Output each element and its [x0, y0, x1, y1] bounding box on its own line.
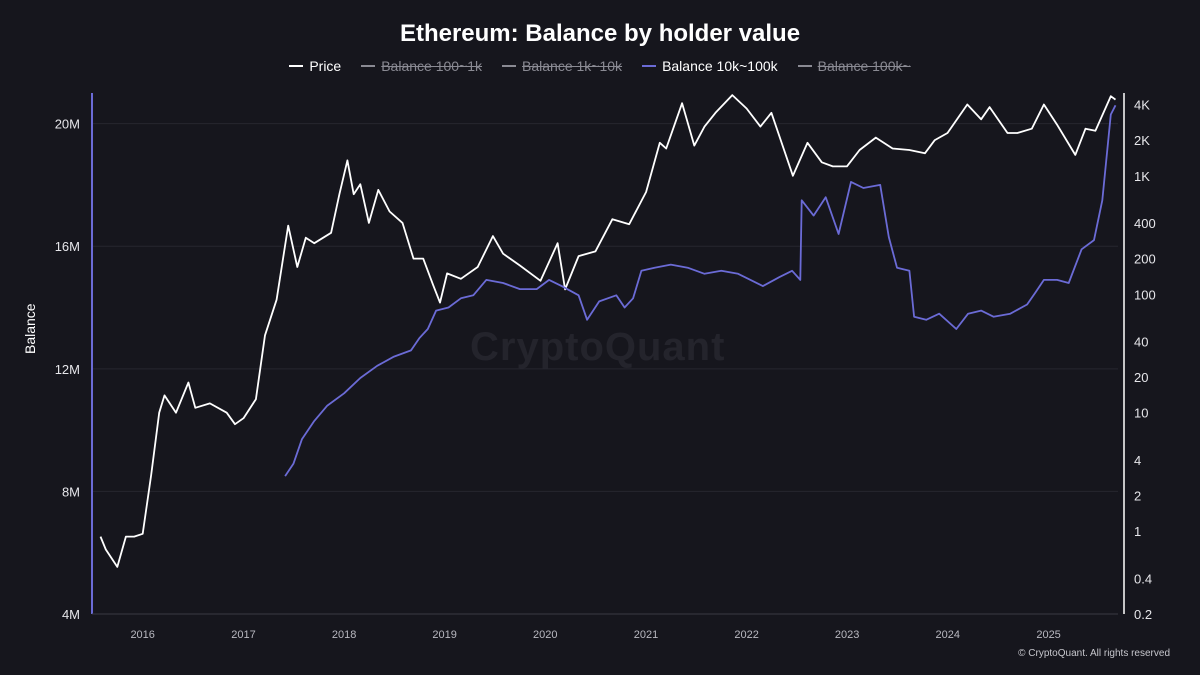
y-axis-label: Balance [22, 303, 38, 354]
legend-label-balance-100-1k: Balance 100~1k [381, 58, 483, 74]
legend-swatch-balance-100-1k [361, 65, 376, 67]
legend-swatch-price [289, 65, 304, 67]
balance-10k-100k-line [284, 104, 1117, 477]
y-axis-left-ticks: 4M 8M 12M 16M 20M [55, 117, 80, 622]
x-tick-label: 2019 [432, 629, 456, 641]
legend-item-balance-100k-plus[interactable]: Balance 100k~ [797, 58, 911, 74]
y-right-tick-label: 400 [1134, 216, 1156, 231]
y-right-tick-label: 4K [1134, 97, 1150, 112]
y-left-tick-label: 16M [55, 239, 80, 254]
legend-label-price: Price [309, 58, 342, 74]
x-tick-label: 2016 [130, 629, 154, 641]
legend-item-balance-1k-10k[interactable]: Balance 1k~10k [502, 58, 622, 74]
y-right-tick-label: 40 [1134, 334, 1148, 349]
y-right-tick-label: 0.2 [1134, 607, 1152, 622]
x-tick-label: 2022 [734, 629, 758, 641]
x-axis-ticks: 2016 2017 2018 2019 2020 2021 2022 2023 2024 2025 [130, 629, 1060, 641]
series-lines [99, 94, 1117, 568]
legend-label-balance-100k-plus: Balance 100k~ [817, 58, 911, 74]
y-left-tick-label: 20M [55, 117, 80, 132]
legend-label-balance-10k-100k: Balance 10k~100k [662, 58, 778, 74]
y-right-tick-label: 2K [1134, 133, 1150, 148]
y-right-tick-label: 2 [1134, 489, 1141, 504]
y-right-tick-label: 0.4 [1134, 571, 1152, 586]
grid-lines [92, 123, 1118, 615]
price-line [99, 94, 1117, 568]
y-axis-right-ticks: 0.2 0.4 1 2 4 10 20 40 100 200 400 1K 2K 4K [1134, 97, 1156, 622]
legend-item-price[interactable]: Price [289, 58, 341, 74]
y-right-tick-label: 100 [1134, 287, 1156, 302]
legend-item-balance-10k-100k[interactable]: Balance 10k~100k [642, 58, 778, 74]
y-right-tick-label: 20 [1134, 370, 1148, 385]
legend-swatch-balance-10k-100k [642, 65, 657, 67]
watermark: CryptoQuant [470, 325, 726, 369]
chart-axes [91, 93, 1125, 615]
x-tick-label: 2017 [231, 629, 255, 641]
y-left-tick-label: 8M [62, 484, 80, 499]
x-tick-label: 2024 [935, 629, 959, 641]
legend-label-balance-1k-10k: Balance 1k~10k [522, 58, 623, 74]
legend-swatch-balance-1k-10k [502, 65, 517, 67]
y-right-tick-label: 4 [1134, 453, 1141, 468]
x-tick-label: 2025 [1036, 629, 1060, 641]
chart-title: Ethereum: Balance by holder value [399, 20, 801, 47]
legend-swatch-balance-100k-plus [797, 65, 812, 67]
x-tick-label: 2020 [533, 629, 557, 641]
legend-item-balance-100-1k[interactable]: Balance 100~1k [361, 58, 482, 74]
y-right-tick-label: 10 [1134, 406, 1148, 421]
copyright-text: © CryptoQuant. All rights reserved [1018, 648, 1170, 659]
y-right-tick-label: 1K [1134, 169, 1150, 184]
y-left-tick-label: 12M [55, 362, 80, 377]
y-left-tick-label: 4M [62, 607, 80, 622]
x-tick-label: 2021 [634, 629, 658, 641]
x-tick-label: 2023 [835, 629, 859, 641]
x-tick-label: 2018 [332, 629, 356, 641]
y-right-tick-label: 200 [1134, 252, 1156, 267]
y-right-tick-label: 1 [1134, 524, 1141, 539]
chart-legend: Price Balance 100~1k Balance 1k~10k Bala… [0, 58, 1200, 74]
